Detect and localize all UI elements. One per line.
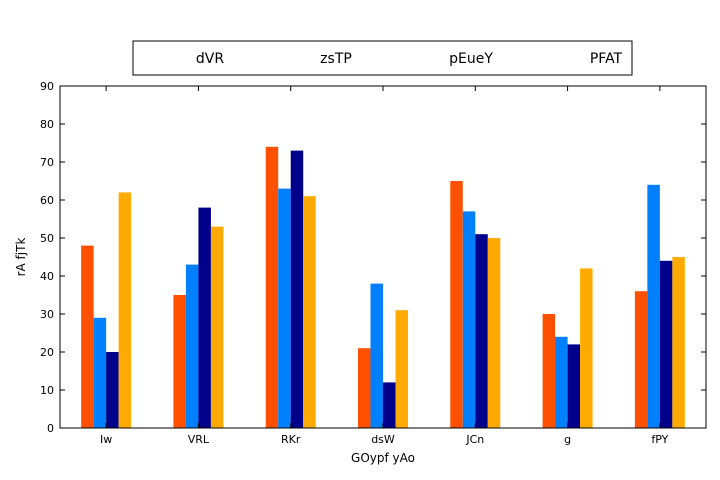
y-tick-label: 70 bbox=[40, 156, 54, 169]
bar-dVR-fPY bbox=[634, 291, 648, 428]
bar-pEueY-RKr bbox=[290, 150, 304, 428]
y-tick-label: 50 bbox=[40, 232, 54, 245]
x-axis-title: GOypf yAo bbox=[351, 451, 415, 465]
bar-dVR-RKr bbox=[265, 146, 279, 429]
y-tick-label: 40 bbox=[40, 270, 54, 283]
y-axis: 0 10 20 30 40 50 60 70 80 90 bbox=[40, 80, 706, 435]
bar-zsTP-JCn bbox=[462, 211, 476, 428]
y-tick-label: 0 bbox=[47, 422, 54, 435]
bar-PFAT-fPY bbox=[672, 257, 685, 428]
y-tick-label: 80 bbox=[40, 118, 54, 131]
y-tick-label: 90 bbox=[40, 80, 54, 93]
bar-pEueY-dsW bbox=[383, 382, 396, 428]
x-tick-label: VRL bbox=[188, 433, 210, 446]
bars-group bbox=[81, 146, 685, 429]
bar-dVR-g bbox=[542, 314, 556, 428]
x-tick-label: g bbox=[564, 433, 571, 446]
y-axis-title: rA fjTk bbox=[14, 238, 28, 277]
bar-PFAT-JCn bbox=[487, 238, 501, 428]
bar-PFAT-RKr bbox=[303, 196, 316, 428]
bar-dVR-VRL bbox=[173, 295, 186, 428]
bar-dVR-dsW bbox=[358, 348, 371, 428]
y-tick-label: 60 bbox=[40, 194, 54, 207]
legend-entry-pEueY: pEueY bbox=[449, 51, 493, 67]
bar-PFAT-g bbox=[580, 268, 593, 428]
bar-pEueY-VRL bbox=[198, 207, 211, 428]
x-tick-label: Iw bbox=[100, 433, 112, 446]
x-axis: Iw VRL RKr dsW JCn g fPY bbox=[100, 86, 669, 446]
x-tick-label: dsW bbox=[371, 433, 395, 446]
legend: dVR zsTP pEueY PFAT bbox=[132, 40, 633, 76]
legend-entry-PFAT: PFAT bbox=[590, 51, 623, 67]
x-tick-label: RKr bbox=[281, 433, 301, 446]
y-tick-label: 30 bbox=[40, 308, 54, 321]
x-tick-label: JCn bbox=[465, 433, 484, 446]
x-tick-label: fPY bbox=[651, 433, 668, 446]
bar-pEueY-g bbox=[567, 344, 581, 428]
bar-zsTP-fPY bbox=[647, 184, 660, 428]
bar-zsTP-VRL bbox=[185, 264, 199, 428]
bar-PFAT-dsW bbox=[395, 310, 408, 428]
legend-box bbox=[132, 40, 633, 76]
legend-entry-zsTP: zsTP bbox=[320, 51, 352, 67]
bar-PFAT-VRL bbox=[210, 226, 224, 428]
bar-pEueY-fPY bbox=[659, 260, 673, 428]
bar-zsTP-dsW bbox=[370, 283, 383, 428]
legend-entry-dVR: dVR bbox=[196, 51, 224, 67]
bar-zsTP-g bbox=[555, 336, 568, 428]
y-tick-label: 20 bbox=[40, 346, 54, 359]
y-tick-label: 10 bbox=[40, 384, 54, 397]
bar-pEueY-JCn bbox=[475, 234, 488, 428]
bar-dVR-Iw bbox=[81, 245, 94, 428]
bar-pEueY-Iw bbox=[106, 352, 119, 428]
bar-PFAT-Iw bbox=[118, 192, 132, 428]
bar-zsTP-Iw bbox=[93, 317, 107, 428]
bar-zsTP-RKr bbox=[278, 188, 291, 428]
bar-dVR-JCn bbox=[450, 181, 463, 428]
plot-frame bbox=[59, 85, 707, 429]
